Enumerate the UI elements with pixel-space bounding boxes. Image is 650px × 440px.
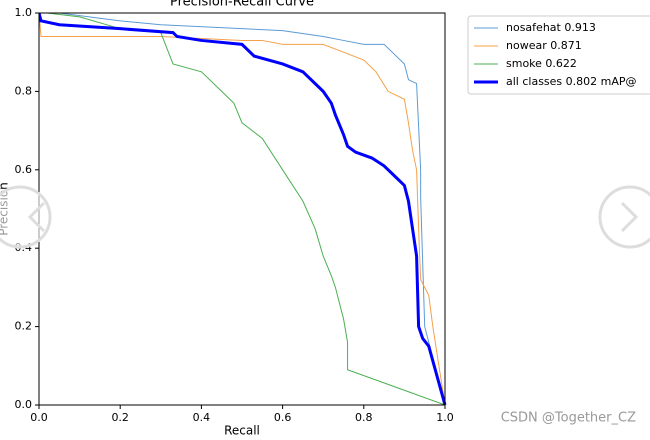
carousel-arrow-icon — [27, 201, 46, 233]
y-tick-label: 1.0 — [15, 6, 33, 19]
carousel-arrow[interactable] — [0, 185, 52, 249]
legend-label: nowear 0.871 — [506, 39, 582, 52]
series-line — [39, 12, 446, 405]
x-tick-label: 0.6 — [274, 411, 292, 424]
x-tick-label: 0.4 — [193, 411, 211, 424]
y-tick-label: 0.2 — [15, 320, 33, 333]
series-line — [39, 12, 446, 405]
x-tick-label: 0.0 — [30, 411, 48, 424]
legend-box — [467, 15, 650, 95]
chart-title: Precision-Recall Curve — [170, 0, 314, 10]
plot-frame — [38, 12, 446, 406]
legend-label: nosafehat 0.913 — [506, 21, 596, 34]
legend-label: all classes 0.802 mAP@ — [506, 75, 637, 88]
plot-area — [39, 12, 447, 405]
x-tick-label: 0.8 — [355, 411, 373, 424]
carousel-arrow[interactable] — [598, 185, 650, 249]
y-tick-label: 0.8 — [15, 84, 33, 97]
y-tick-label: 0.6 — [15, 163, 33, 176]
series-line — [39, 12, 446, 405]
carousel-arrow-icon — [620, 201, 639, 233]
y-tick-label: 0.0 — [15, 398, 33, 411]
legend-label: smoke 0.622 — [506, 57, 577, 70]
x-tick-label: 1.0 — [436, 411, 454, 424]
watermark: CSDN @Together_CZ — [501, 411, 636, 426]
series-line — [39, 12, 447, 405]
x-tick-label: 0.2 — [111, 411, 129, 424]
x-axis-label: Recall — [224, 424, 260, 437]
